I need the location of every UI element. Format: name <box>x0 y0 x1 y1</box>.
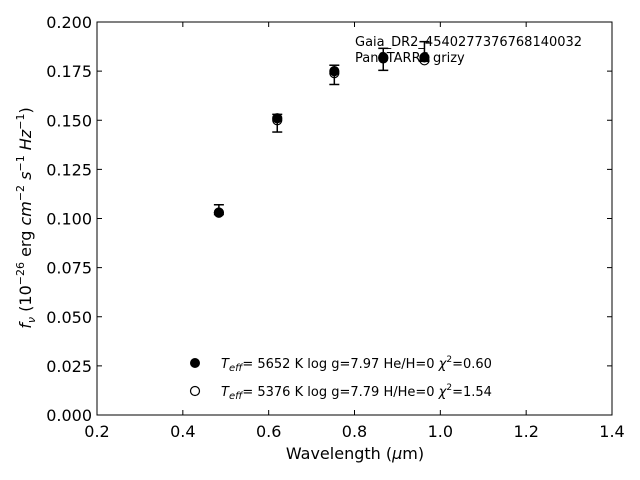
y-tick-label: 0.125 <box>46 160 92 179</box>
x-tick-label: 0.8 <box>342 422 367 441</box>
x-tick-label: 0.2 <box>84 422 109 441</box>
plot-area <box>96 21 613 416</box>
model-point-filled <box>419 52 430 63</box>
legend: Teff= 5652 K log g=7.97 He/H=0 χ2=0.60 T… <box>189 355 492 402</box>
model-point-filled <box>329 66 340 77</box>
y-tick-label: 0.175 <box>46 62 92 81</box>
y-axis-label: fν (10−26 erg cm−2 s−1 Hz−1) <box>14 107 38 328</box>
model-point-open <box>378 52 389 63</box>
data-markers <box>213 52 430 218</box>
model-point-open <box>272 115 283 126</box>
legend-entry-1: Teff= 5652 K log g=7.97 He/H=0 χ2=0.60 <box>221 355 492 374</box>
y-tick-label: 0.050 <box>46 308 92 327</box>
y-tick-label: 0.200 <box>46 13 92 32</box>
model-point-open <box>213 207 224 218</box>
legend-entry-2: Teff= 5376 K log g=7.79 H/He=0 χ2=1.54 <box>221 383 492 402</box>
y-tick-label: 0.025 <box>46 357 92 376</box>
y-tick-label: 0.100 <box>46 210 92 229</box>
axis-ticks: 0.2 0.4 0.6 0.8 1.0 1.2 1.4 0.000 0.025 0.050 0.07… <box>46 13 625 441</box>
x-tick-label: 1.4 <box>599 422 624 441</box>
y-tick-label: 0.000 <box>46 406 92 425</box>
legend-marker-filled <box>190 358 200 368</box>
model-point-open <box>419 55 430 66</box>
model-point-open <box>329 67 340 79</box>
x-tick-label: 0.6 <box>256 422 281 441</box>
object-id-annotation: Gaia_DR2_4540277376768140032 <box>355 35 582 50</box>
legend-marker-open <box>189 385 201 397</box>
x-tick-label: 1.0 <box>428 422 453 441</box>
x-tick-label: 0.4 <box>170 422 195 441</box>
y-tick-label: 0.075 <box>46 259 92 278</box>
x-tick-label: 1.2 <box>513 422 538 441</box>
survey-annotation: PanSTARRS grizy <box>355 51 465 66</box>
model-point-filled <box>272 113 283 124</box>
y-tick-label: 0.150 <box>46 111 92 130</box>
x-axis-label: Wavelength (μm) <box>286 444 424 463</box>
